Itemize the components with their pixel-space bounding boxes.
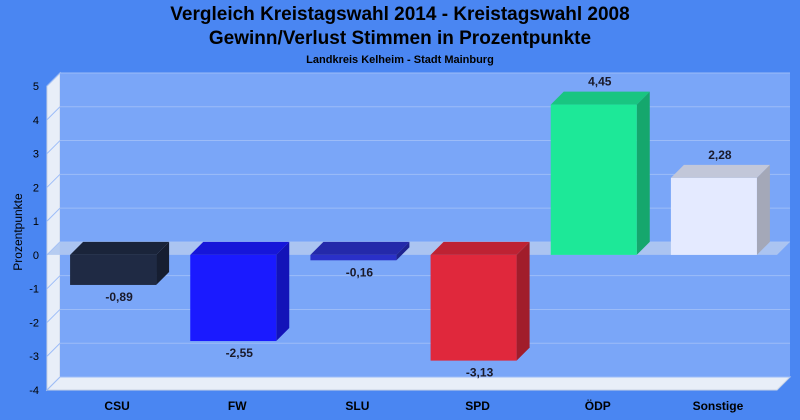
bar-side [156, 241, 170, 285]
y-tick-label: -1 [29, 284, 39, 296]
chart-title-line2: Gewinn/Verlust Stimmen in Prozentpunkte [208, 28, 592, 49]
bar-side [636, 91, 650, 255]
grid-line-side [46, 309, 61, 323]
bar-top [70, 241, 170, 255]
y-tick-label: 0 [33, 250, 39, 262]
y-tick-label: -4 [29, 385, 39, 397]
data-label: -0,16 [346, 265, 374, 279]
x-tick-label: SLU [345, 399, 369, 413]
y-tick-label: -2 [29, 317, 39, 329]
bar-side [756, 164, 770, 255]
y-tick-label: 4 [33, 115, 39, 127]
grid-line-side [46, 106, 61, 121]
grid-line-side [46, 275, 61, 290]
grid-line-side [46, 173, 61, 188]
bar-top [430, 241, 530, 255]
chart-title: Vergleich Kreistagswahl 2014 - Kreistags… [170, 4, 630, 25]
bar [430, 254, 517, 361]
data-label: -0,89 [105, 290, 133, 304]
bar-top [670, 164, 770, 178]
y-tick-label: 5 [33, 81, 39, 93]
bar [190, 254, 277, 342]
y-tick-label: -3 [29, 351, 39, 363]
y-tick-label: 3 [33, 149, 39, 161]
plot-side-wall [46, 71, 61, 392]
grid-line-side [46, 342, 61, 357]
x-tick-label: ÖDP [585, 398, 611, 413]
x-tick-label: Sonstige [693, 399, 744, 413]
bar [670, 177, 757, 255]
bar [70, 254, 157, 285]
bar-side [276, 241, 290, 342]
plot-floor [45, 376, 792, 391]
bar-top [310, 241, 410, 255]
data-label: 4,45 [588, 75, 612, 89]
data-label: -3,13 [466, 366, 494, 380]
x-tick-label: SPD [465, 399, 490, 413]
grid-line-side [46, 140, 61, 154]
bar-side [516, 241, 530, 361]
bar [550, 104, 637, 255]
x-tick-label: FW [228, 399, 247, 413]
grid-line-side [46, 207, 61, 222]
bar-top [190, 241, 290, 255]
grid-line-side [46, 376, 61, 391]
plot-back-wall [60, 73, 790, 377]
x-tick-label: CSU [104, 399, 129, 413]
chart-subtitle: Landkreis Kelheim - Stadt Mainburg [306, 54, 494, 66]
y-tick-label: 2 [33, 182, 39, 194]
y-tick-label: 1 [33, 216, 39, 228]
data-label: 2,28 [708, 148, 732, 162]
bar [310, 254, 397, 261]
grid-line-side [46, 72, 61, 87]
bar-top [550, 91, 650, 105]
data-label: -2,55 [226, 346, 254, 360]
bar-side [396, 241, 410, 261]
